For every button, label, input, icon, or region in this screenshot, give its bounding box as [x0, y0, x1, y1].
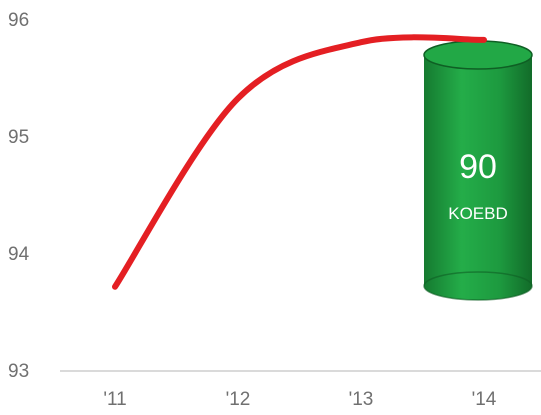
x-tick-label: '13 [349, 389, 374, 410]
cylinder-body [424, 55, 532, 300]
cylinder-unit-label: KOEBD [448, 204, 508, 223]
cylinder-bottom-rim [423, 271, 533, 301]
series-line [112, 34, 487, 290]
x-tick-label: '11 [103, 389, 126, 410]
y-tick-label: 95 [8, 127, 29, 148]
x-tick-label: '14 [472, 389, 497, 410]
x-tick-label: '12 [226, 389, 251, 410]
volume-cylinder: 90 KOEBD [423, 40, 533, 301]
cylinder-top [423, 40, 533, 70]
y-tick-label: 93 [8, 361, 29, 382]
cylinder-value-label: 90 [459, 148, 497, 186]
y-tick-label: 94 [8, 244, 30, 265]
y-tick-label: 96 [8, 10, 29, 31]
